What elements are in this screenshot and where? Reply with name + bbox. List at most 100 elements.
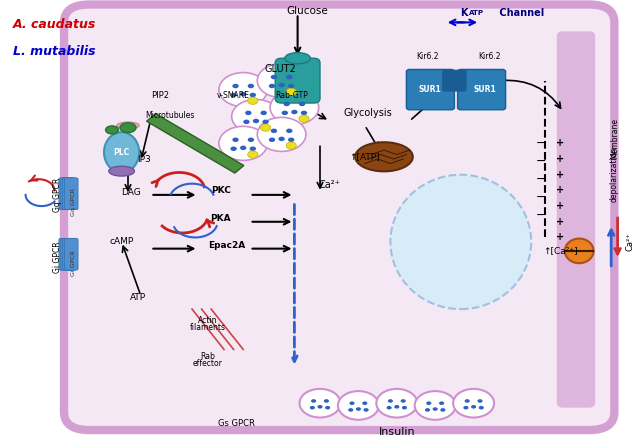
Text: IP3: IP3 — [137, 155, 151, 164]
Polygon shape — [147, 114, 244, 173]
Ellipse shape — [355, 142, 413, 172]
Ellipse shape — [109, 166, 134, 176]
Circle shape — [269, 84, 275, 88]
Text: −: − — [536, 155, 546, 168]
Text: Actin: Actin — [198, 316, 218, 325]
Text: DAG: DAG — [122, 188, 141, 197]
Text: +: + — [556, 217, 564, 227]
FancyBboxPatch shape — [61, 238, 74, 270]
Text: −: − — [536, 208, 546, 222]
Text: filaments: filaments — [190, 323, 226, 332]
Circle shape — [299, 102, 305, 106]
Circle shape — [425, 408, 430, 412]
Text: −: − — [536, 190, 546, 204]
Circle shape — [248, 97, 258, 104]
Text: Glucose: Glucose — [286, 6, 328, 16]
Circle shape — [388, 399, 393, 403]
Circle shape — [356, 407, 361, 411]
Text: +: + — [556, 233, 564, 242]
Ellipse shape — [120, 123, 136, 133]
Circle shape — [286, 88, 296, 95]
Circle shape — [232, 99, 280, 134]
Text: A. caudatus: A. caudatus — [13, 18, 96, 31]
Circle shape — [219, 73, 268, 107]
Text: +: + — [556, 138, 564, 148]
Circle shape — [349, 401, 355, 405]
Circle shape — [471, 405, 476, 409]
FancyBboxPatch shape — [63, 178, 76, 210]
Circle shape — [248, 138, 254, 142]
Circle shape — [243, 120, 250, 124]
Text: +: + — [556, 170, 564, 180]
Circle shape — [439, 401, 444, 405]
Text: Membrane: Membrane — [610, 118, 619, 159]
Circle shape — [288, 138, 294, 142]
Text: Channel: Channel — [496, 8, 544, 17]
FancyBboxPatch shape — [458, 69, 506, 110]
Circle shape — [311, 399, 316, 403]
Circle shape — [284, 102, 290, 106]
Circle shape — [262, 120, 269, 124]
Text: cAMP: cAMP — [109, 237, 134, 246]
Circle shape — [415, 391, 456, 420]
Ellipse shape — [106, 126, 118, 134]
Circle shape — [348, 408, 353, 412]
Text: Gq GPCR: Gq GPCR — [53, 178, 62, 212]
Circle shape — [260, 111, 267, 115]
Ellipse shape — [285, 52, 310, 64]
Text: Kir6.2: Kir6.2 — [416, 52, 439, 60]
Circle shape — [271, 75, 277, 79]
Circle shape — [300, 389, 340, 418]
Circle shape — [232, 138, 239, 142]
FancyBboxPatch shape — [557, 31, 595, 408]
Text: GLUT2: GLUT2 — [264, 65, 296, 74]
Text: +: + — [556, 154, 564, 164]
FancyBboxPatch shape — [406, 69, 454, 110]
Circle shape — [465, 399, 470, 403]
Text: Gs GPCR: Gs GPCR — [218, 419, 255, 428]
Text: Glycolysis: Glycolysis — [344, 108, 392, 118]
Circle shape — [230, 93, 237, 97]
Circle shape — [324, 399, 329, 403]
Text: ATP: ATP — [129, 293, 146, 302]
Circle shape — [269, 138, 275, 142]
Circle shape — [248, 84, 254, 88]
Circle shape — [240, 146, 246, 150]
Circle shape — [477, 399, 483, 403]
FancyBboxPatch shape — [443, 70, 466, 91]
Circle shape — [325, 406, 330, 409]
FancyBboxPatch shape — [61, 178, 74, 210]
Circle shape — [338, 391, 379, 420]
Circle shape — [286, 75, 292, 79]
Text: Rab-GTP: Rab-GTP — [275, 91, 308, 100]
Circle shape — [248, 151, 258, 158]
Text: PLC: PLC — [113, 148, 130, 157]
Text: Epac2A: Epac2A — [209, 241, 246, 250]
Text: L. mutabilis: L. mutabilis — [13, 45, 95, 58]
Circle shape — [463, 406, 468, 409]
Text: v-SNARE: v-SNARE — [217, 91, 250, 100]
FancyBboxPatch shape — [64, 4, 614, 430]
Text: ↑[Ca²⁺]: ↑[Ca²⁺] — [543, 246, 577, 255]
Circle shape — [245, 111, 252, 115]
Text: depolarization: depolarization — [610, 147, 619, 202]
Circle shape — [282, 111, 288, 115]
Text: Gi GPCR: Gi GPCR — [71, 250, 76, 276]
Circle shape — [387, 406, 392, 409]
Circle shape — [453, 389, 494, 418]
Circle shape — [401, 399, 406, 403]
Text: SUR1: SUR1 — [419, 85, 442, 94]
Text: PKC: PKC — [211, 186, 231, 195]
Circle shape — [240, 92, 246, 96]
Circle shape — [479, 406, 484, 409]
Circle shape — [426, 401, 431, 405]
FancyBboxPatch shape — [59, 178, 72, 210]
Text: +: + — [556, 201, 564, 211]
Circle shape — [364, 408, 369, 412]
Circle shape — [219, 126, 268, 160]
FancyBboxPatch shape — [275, 58, 320, 103]
Circle shape — [291, 110, 298, 114]
Circle shape — [250, 146, 256, 151]
Circle shape — [260, 124, 271, 131]
Circle shape — [232, 84, 239, 88]
